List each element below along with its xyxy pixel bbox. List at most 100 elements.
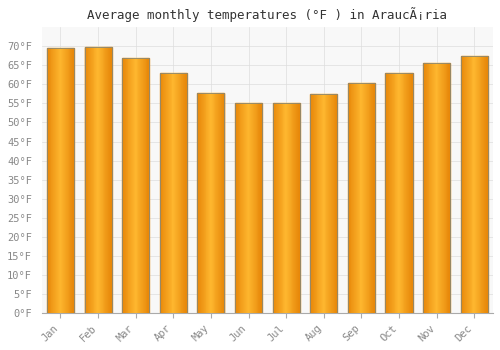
- Bar: [84, 47, 112, 313]
- Bar: [398, 73, 399, 313]
- Bar: [370, 83, 372, 313]
- Bar: [198, 93, 224, 313]
- Bar: [279, 103, 280, 313]
- Bar: [245, 103, 246, 313]
- Bar: [57, 48, 58, 313]
- Bar: [204, 93, 206, 313]
- Bar: [426, 63, 428, 313]
- Bar: [411, 73, 412, 313]
- Bar: [253, 103, 254, 313]
- Bar: [465, 56, 466, 313]
- Bar: [99, 47, 100, 313]
- Bar: [442, 63, 443, 313]
- Bar: [312, 93, 313, 313]
- Bar: [141, 58, 142, 313]
- Bar: [482, 56, 484, 313]
- Bar: [91, 47, 92, 313]
- Bar: [252, 103, 253, 313]
- Bar: [104, 47, 106, 313]
- Bar: [297, 103, 298, 313]
- Bar: [386, 73, 388, 313]
- Bar: [349, 83, 350, 313]
- Bar: [476, 56, 477, 313]
- Bar: [185, 73, 186, 313]
- Bar: [94, 47, 96, 313]
- Bar: [479, 56, 480, 313]
- Bar: [284, 103, 286, 313]
- Bar: [101, 47, 102, 313]
- Bar: [467, 56, 468, 313]
- Bar: [135, 58, 136, 313]
- Bar: [314, 93, 315, 313]
- Bar: [240, 103, 242, 313]
- Bar: [394, 73, 396, 313]
- Bar: [258, 103, 260, 313]
- Bar: [60, 48, 62, 313]
- Bar: [363, 83, 364, 313]
- Bar: [165, 73, 166, 313]
- Bar: [219, 93, 220, 313]
- Bar: [406, 73, 407, 313]
- Bar: [423, 63, 424, 313]
- Bar: [321, 93, 322, 313]
- Bar: [168, 73, 169, 313]
- Bar: [484, 56, 485, 313]
- Bar: [310, 93, 338, 313]
- Bar: [356, 83, 357, 313]
- Bar: [136, 58, 138, 313]
- Bar: [170, 73, 172, 313]
- Bar: [109, 47, 110, 313]
- Bar: [48, 48, 50, 313]
- Bar: [236, 103, 237, 313]
- Bar: [122, 58, 123, 313]
- Bar: [131, 58, 132, 313]
- Bar: [423, 63, 450, 313]
- Bar: [144, 58, 146, 313]
- Bar: [425, 63, 426, 313]
- Bar: [364, 83, 365, 313]
- Bar: [125, 58, 126, 313]
- Bar: [214, 93, 216, 313]
- Bar: [278, 103, 279, 313]
- Bar: [472, 56, 474, 313]
- Bar: [209, 93, 210, 313]
- Bar: [276, 103, 277, 313]
- Bar: [328, 93, 329, 313]
- Bar: [436, 63, 438, 313]
- Bar: [331, 93, 332, 313]
- Bar: [47, 48, 48, 313]
- Bar: [148, 58, 149, 313]
- Bar: [96, 47, 97, 313]
- Bar: [288, 103, 289, 313]
- Bar: [88, 47, 89, 313]
- Bar: [55, 48, 56, 313]
- Bar: [350, 83, 352, 313]
- Bar: [298, 103, 299, 313]
- Bar: [443, 63, 444, 313]
- Bar: [65, 48, 66, 313]
- Bar: [166, 73, 167, 313]
- Bar: [254, 103, 255, 313]
- Bar: [70, 48, 72, 313]
- Bar: [333, 93, 334, 313]
- Bar: [299, 103, 300, 313]
- Bar: [432, 63, 433, 313]
- Bar: [100, 47, 101, 313]
- Bar: [201, 93, 202, 313]
- Bar: [67, 48, 68, 313]
- Bar: [178, 73, 180, 313]
- Bar: [54, 48, 55, 313]
- Bar: [102, 47, 104, 313]
- Bar: [322, 93, 323, 313]
- Bar: [428, 63, 430, 313]
- Bar: [366, 83, 367, 313]
- Bar: [176, 73, 177, 313]
- Bar: [167, 73, 168, 313]
- Bar: [177, 73, 178, 313]
- Bar: [199, 93, 200, 313]
- Bar: [400, 73, 401, 313]
- Bar: [311, 93, 312, 313]
- Bar: [446, 63, 448, 313]
- Bar: [487, 56, 488, 313]
- Bar: [477, 56, 478, 313]
